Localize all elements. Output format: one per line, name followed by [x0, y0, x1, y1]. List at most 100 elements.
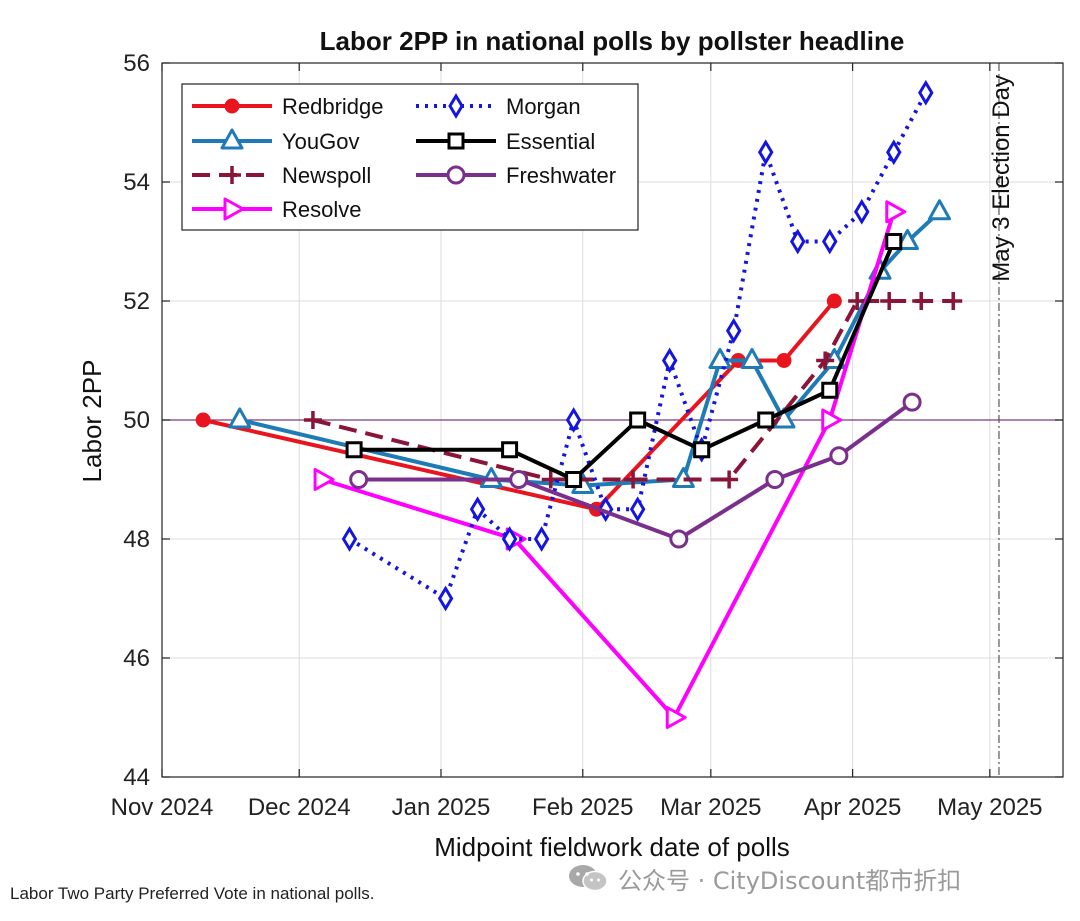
- y-tick-label: 48: [123, 526, 150, 553]
- point-newspoll: [944, 292, 963, 310]
- point-morgan: [725, 317, 742, 344]
- x-tick-label: Feb 2025: [532, 794, 633, 821]
- legend-swatch-marker: [448, 93, 464, 119]
- point-morgan: [918, 79, 934, 106]
- legend-entry-redbridge: Redbridge: [192, 94, 384, 119]
- legend-label: YouGov: [282, 129, 359, 154]
- point-essential: [345, 441, 363, 459]
- point-essential: [757, 411, 775, 429]
- legend-entry-freshwater: Freshwater: [416, 163, 616, 188]
- line-essential: [354, 240, 896, 482]
- x-tick-label: Dec 2024: [248, 794, 351, 821]
- series-resolve: [313, 200, 907, 729]
- point-yougov: [228, 407, 252, 429]
- point-freshwater: [509, 470, 529, 489]
- legend-swatch-marker: [223, 197, 245, 221]
- legend-entry-resolve: Resolve: [192, 197, 361, 222]
- point-essential: [693, 441, 711, 459]
- point-freshwater: [829, 446, 849, 466]
- legend-swatch-marker: [446, 165, 466, 185]
- legend-entry-newspoll: Newspoll: [192, 163, 371, 188]
- point-newspoll: [848, 292, 867, 310]
- legend-box: [181, 83, 639, 231]
- point-redbridge: [195, 412, 211, 428]
- series-layer: [195, 79, 963, 729]
- point-morgan: [533, 526, 550, 552]
- x-tick-label: Apr 2025: [804, 794, 901, 821]
- legend-swatch-marker: [220, 128, 244, 150]
- wechat-icon: [569, 865, 608, 892]
- x-tick-label: Jan 2025: [392, 794, 491, 821]
- point-freshwater: [765, 470, 785, 489]
- y-tick-label: 56: [123, 50, 150, 77]
- y-tick-label: 54: [123, 169, 150, 196]
- legend-swatch-marker: [447, 132, 465, 150]
- point-morgan: [629, 496, 646, 523]
- legend-label: Resolve: [282, 197, 361, 222]
- point-freshwater: [349, 470, 369, 489]
- legend-entry-essential: Essential: [416, 129, 595, 154]
- figure-caption: Labor Two Party Preferred Vote in nation…: [10, 884, 375, 903]
- series-freshwater: [349, 392, 922, 549]
- point-newspoll: [816, 351, 835, 370]
- point-essential: [629, 411, 647, 429]
- point-morgan: [821, 228, 838, 255]
- legend-label: Essential: [506, 129, 595, 154]
- x-tick-label: Mar 2025: [660, 794, 761, 821]
- point-newspoll: [912, 292, 931, 310]
- point-newspoll: [303, 411, 322, 429]
- point-resolve: [665, 706, 687, 729]
- point-yougov: [740, 348, 764, 369]
- watermark-text: 公众号 · CityDiscount都市折扣: [618, 866, 962, 895]
- legend-label: Newspoll: [282, 163, 371, 188]
- point-morgan: [789, 228, 806, 255]
- point-redbridge: [776, 353, 792, 368]
- point-resolve: [885, 200, 907, 224]
- point-redbridge: [826, 293, 842, 309]
- legend-label: Freshwater: [506, 163, 616, 188]
- legend-swatch-marker: [224, 98, 240, 114]
- point-morgan: [757, 139, 774, 166]
- point-morgan: [437, 585, 454, 612]
- point-morgan: [886, 139, 902, 166]
- legend-label: Morgan: [506, 94, 581, 119]
- axes: Nov 2024 Dec 2024 Jan 2025 Feb 2025 Mar 2025…: [111, 50, 1064, 821]
- poll-chart: Labor 2PP in national polls by pollster …: [77, 26, 1064, 862]
- y-tick-label: 50: [123, 407, 150, 434]
- point-yougov: [928, 199, 952, 221]
- line-freshwater: [358, 400, 914, 541]
- point-morgan: [469, 496, 486, 523]
- y-axis-label: Labor 2PP: [77, 360, 107, 483]
- point-morgan: [501, 526, 518, 552]
- point-yougov: [895, 229, 919, 250]
- point-essential: [565, 471, 583, 488]
- point-morgan: [341, 526, 358, 552]
- legend-label: Redbridge: [282, 94, 384, 119]
- point-essential: [821, 381, 839, 399]
- legend-entry-yougov: YouGov: [192, 128, 359, 154]
- watermark: 公众号 · CityDiscount都市折扣: [566, 858, 961, 898]
- point-morgan: [854, 198, 870, 225]
- legend: Redbridge YouGov Newspoll Resolve Morgan Esse…: [181, 83, 639, 231]
- point-newspoll: [720, 470, 739, 489]
- y-tick-label: 46: [123, 645, 150, 672]
- point-newspoll: [624, 470, 643, 489]
- point-freshwater: [669, 529, 689, 549]
- point-freshwater: [902, 392, 922, 412]
- series-essential: [345, 233, 903, 488]
- point-resolve: [821, 408, 843, 432]
- x-tick-label: Nov 2024: [111, 794, 214, 821]
- election-day-label: May 3 Election Day: [988, 75, 1015, 282]
- point-newspoll: [880, 292, 899, 310]
- point-essential: [885, 233, 903, 250]
- chart-title: Labor 2PP in national polls by pollster …: [320, 26, 905, 56]
- x-axis-label: Midpoint fieldwork date of polls: [434, 832, 790, 862]
- point-essential: [501, 441, 519, 459]
- y-tick-label: 52: [123, 288, 150, 315]
- election-day-annotation: May 3 Election Day: [988, 63, 1015, 777]
- y-tick-label: 44: [123, 764, 150, 791]
- point-morgan: [565, 407, 582, 433]
- point-morgan: [661, 347, 678, 374]
- point-resolve: [313, 468, 335, 491]
- x-tick-label: May 2025: [937, 794, 1042, 821]
